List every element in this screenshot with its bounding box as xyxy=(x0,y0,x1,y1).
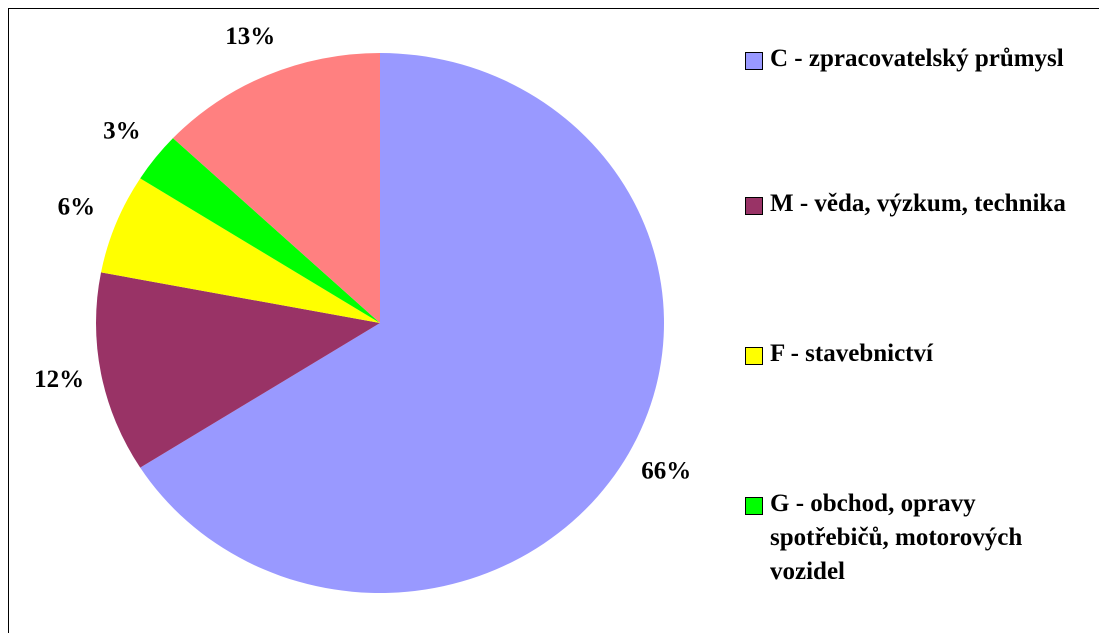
legend-swatch xyxy=(745,497,763,515)
pie-slice xyxy=(101,178,380,323)
legend-entry: G - obchod, opravy spotřebičů, motorovýc… xyxy=(745,487,1095,589)
data-label: 12% xyxy=(34,366,84,393)
data-label: 66% xyxy=(641,457,691,484)
data-label: 6% xyxy=(58,193,96,220)
pie-slice xyxy=(96,272,381,468)
legend-entry: M - věda, výzkum, technika xyxy=(745,187,1095,221)
legend-entry: C - zpracovatelský průmysl xyxy=(745,42,1095,76)
legend-swatch xyxy=(745,197,763,215)
legend-swatch xyxy=(745,347,763,365)
data-label: 13% xyxy=(225,23,275,50)
legend-label: C - zpracovatelský průmysl xyxy=(770,45,1064,72)
legend-swatch xyxy=(745,52,763,70)
data-label: 3% xyxy=(103,117,141,144)
legend-label: M - věda, výzkum, technika xyxy=(770,190,1066,217)
frame xyxy=(8,8,1099,633)
pie-slice xyxy=(172,53,380,323)
pie-slice xyxy=(140,138,380,323)
pie-slice xyxy=(140,53,665,594)
legend-label: G - obchod, opravy spotřebičů, motorovýc… xyxy=(770,490,1023,585)
legend-entry: F - stavebnictví xyxy=(745,337,1095,371)
legend-label: F - stavebnictví xyxy=(770,340,933,367)
